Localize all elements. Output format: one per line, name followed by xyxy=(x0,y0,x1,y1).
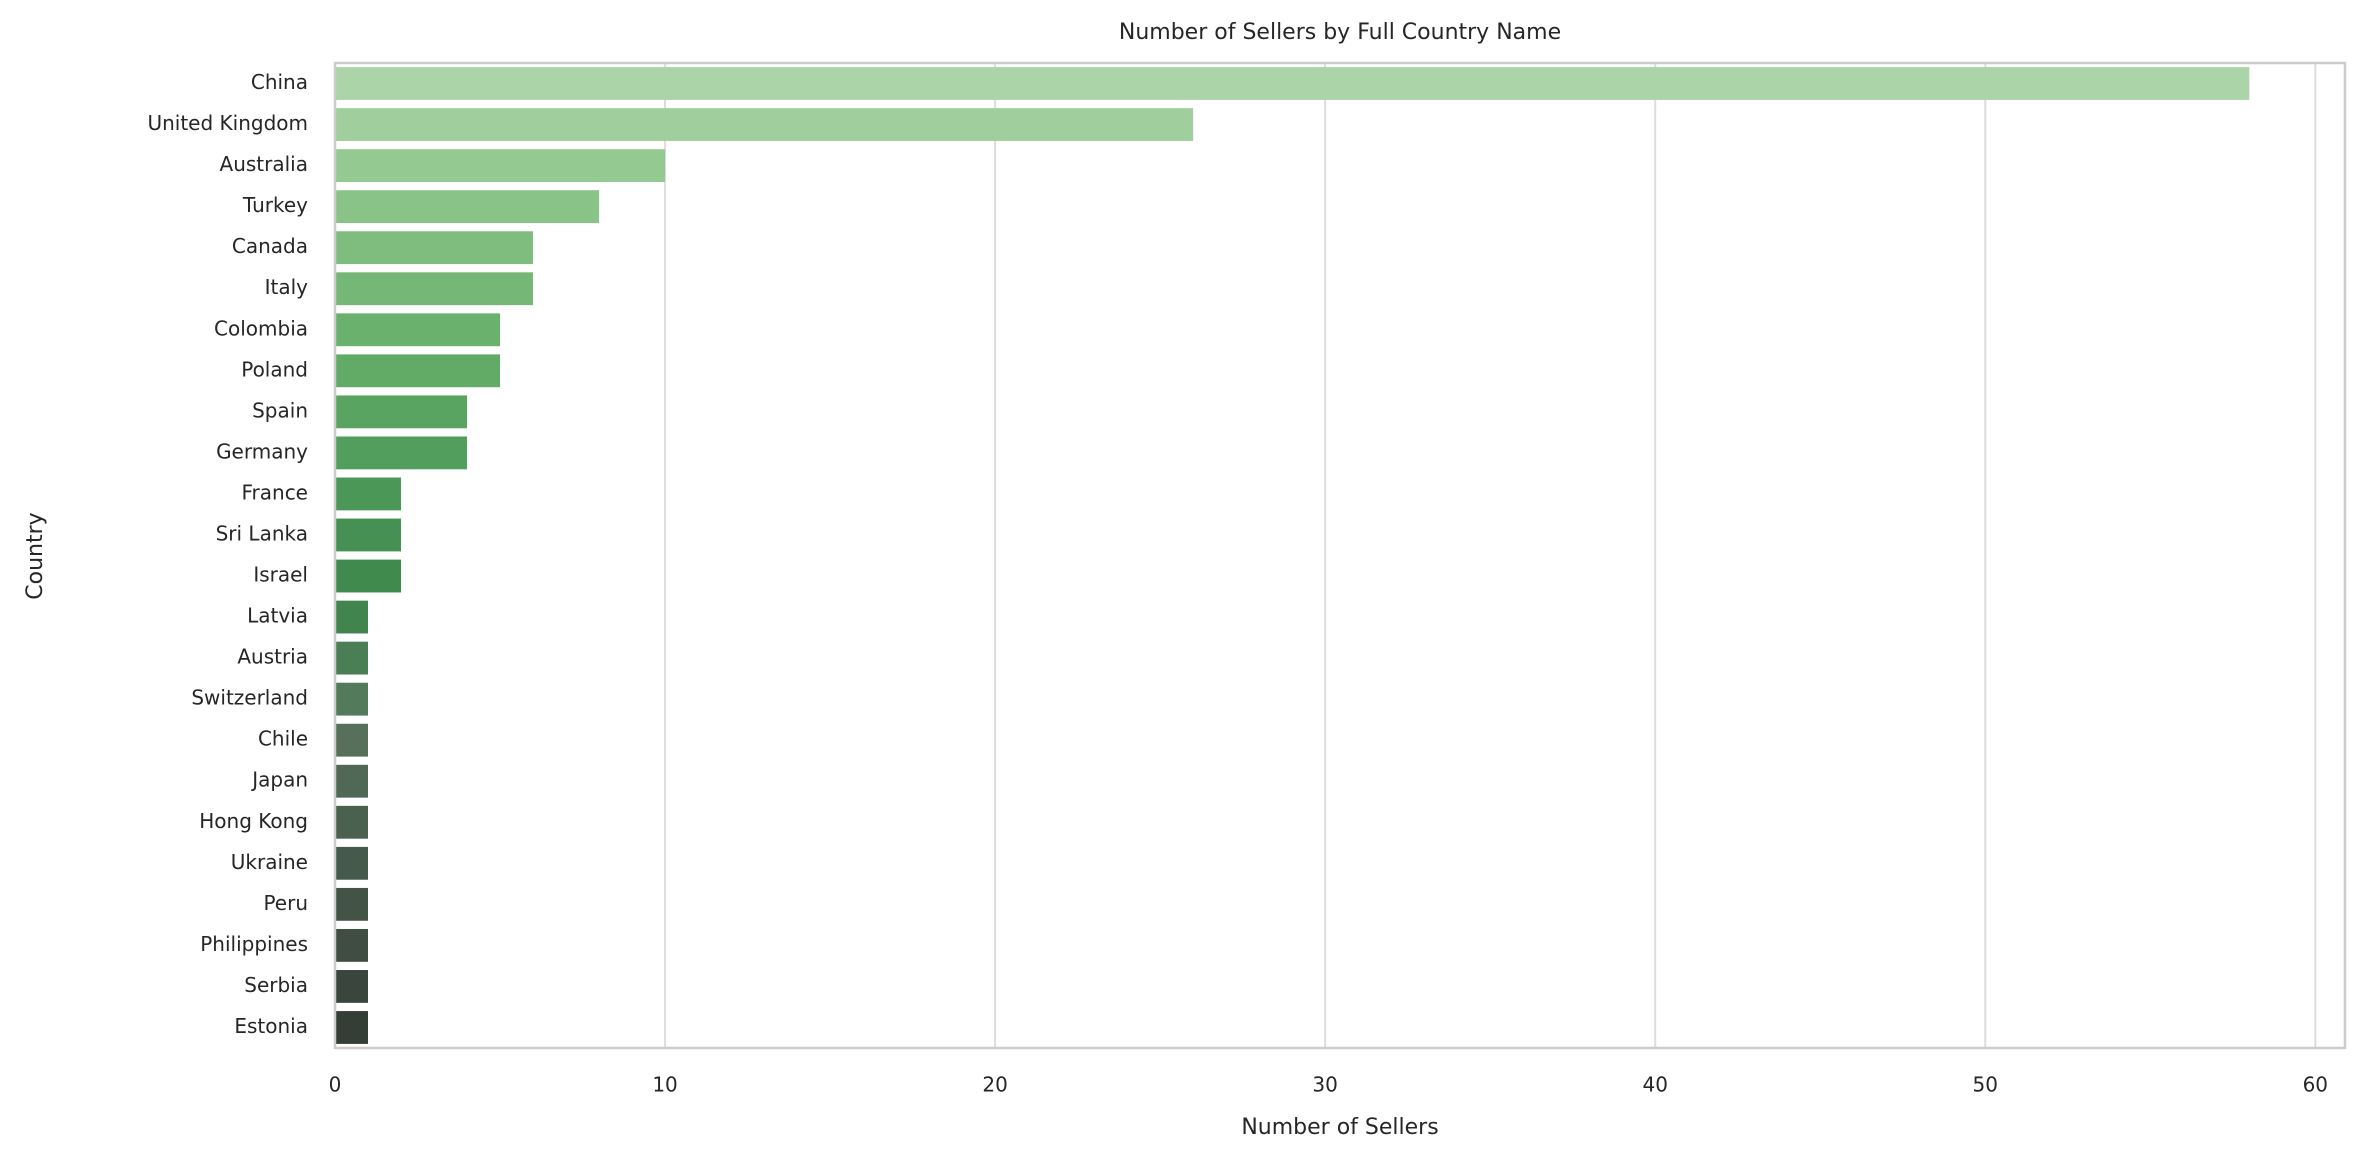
y-tick-label: United Kingdom xyxy=(147,111,308,135)
plot-frame xyxy=(333,61,2347,1050)
bar xyxy=(335,887,369,921)
x-tick-label: 30 xyxy=(1312,1073,1337,1097)
bar xyxy=(335,395,468,429)
bar xyxy=(335,108,1194,141)
y-tick-label: Philippines xyxy=(200,932,308,956)
bar xyxy=(335,559,402,593)
y-tick-label: Colombia xyxy=(214,316,308,340)
bar xyxy=(335,231,534,265)
bar xyxy=(335,436,468,470)
y-tick-label: Hong Kong xyxy=(199,809,308,833)
bar xyxy=(335,846,369,880)
x-tick-label: 0 xyxy=(329,1073,342,1097)
bar xyxy=(335,518,402,552)
x-tick-label: 50 xyxy=(1973,1073,1998,1097)
x-tick-label: 20 xyxy=(982,1073,1007,1097)
bar xyxy=(335,149,666,183)
y-axis-label: Country xyxy=(23,512,48,599)
y-tick-label: China xyxy=(251,70,308,94)
bar xyxy=(335,313,501,347)
bar xyxy=(335,805,369,839)
x-axis-label: Number of Sellers xyxy=(1241,1115,1438,1140)
x-tick-label: 60 xyxy=(2303,1073,2328,1097)
bar xyxy=(335,723,369,757)
x-tick-label: 10 xyxy=(652,1073,677,1097)
bar xyxy=(335,67,2250,100)
y-tick-label: Canada xyxy=(232,234,308,258)
y-tick-label: Sri Lanka xyxy=(216,521,308,545)
y-tick-label: Serbia xyxy=(244,973,308,997)
bar xyxy=(335,682,369,716)
bar xyxy=(335,477,402,511)
bar xyxy=(335,641,369,675)
bar xyxy=(335,970,369,1003)
y-tick-label: Poland xyxy=(241,357,308,381)
y-tick-label: Italy xyxy=(265,275,309,299)
y-tick-label: Chile xyxy=(258,727,308,751)
bar xyxy=(335,1011,369,1044)
y-tick-label: Latvia xyxy=(247,604,308,628)
bar xyxy=(335,190,600,224)
x-tick-label: 40 xyxy=(1642,1073,1667,1097)
y-tick-label: France xyxy=(241,480,308,504)
y-tick-label: Austria xyxy=(237,645,308,669)
y-tick-label: Peru xyxy=(263,891,308,915)
y-tick-label: Ukraine xyxy=(231,850,308,874)
bar xyxy=(335,764,369,798)
bar xyxy=(335,928,369,962)
y-tick-label: Switzerland xyxy=(191,686,308,710)
y-tick-label: Israel xyxy=(253,563,308,587)
bar xyxy=(335,354,501,388)
bar xyxy=(335,600,369,634)
bar xyxy=(335,272,534,306)
y-tick-label: Spain xyxy=(252,398,308,422)
y-tick-label: Turkey xyxy=(242,193,308,217)
y-tick-label: Germany xyxy=(216,439,308,463)
y-tick-label: Estonia xyxy=(234,1014,308,1038)
y-tick-label: Japan xyxy=(250,768,308,792)
y-tick-label: Australia xyxy=(220,152,308,176)
chart-title: Number of Sellers by Full Country Name xyxy=(1119,20,1561,45)
